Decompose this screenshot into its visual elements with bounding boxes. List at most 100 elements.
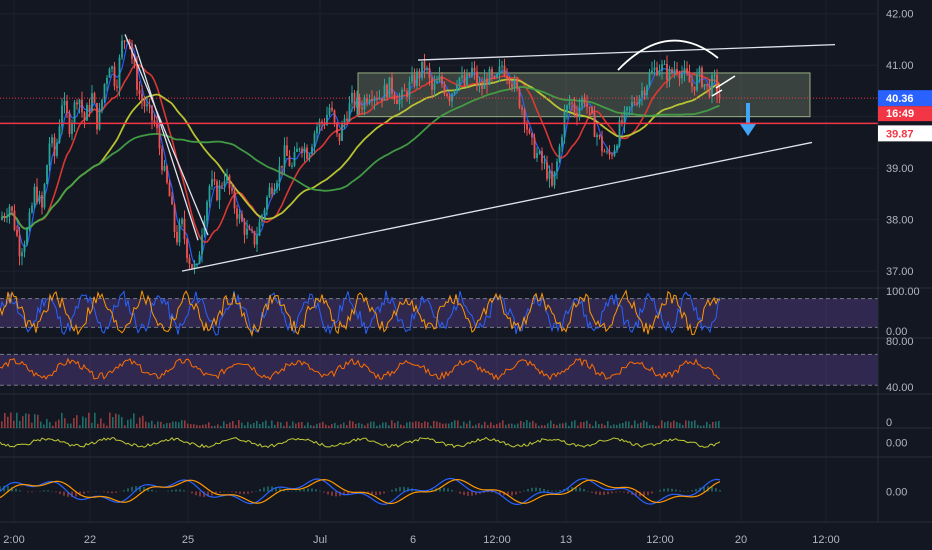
candle-body [366, 97, 368, 103]
candle-body [418, 71, 421, 78]
candle-body [711, 75, 713, 97]
candle-body [618, 120, 621, 146]
candle-body [143, 100, 146, 107]
candle-body [303, 147, 306, 153]
candle-body [71, 123, 73, 134]
volume-bar [364, 425, 366, 428]
candle-body [533, 137, 536, 158]
momentum-line [0, 436, 721, 449]
volume-bar [154, 424, 156, 428]
volume-bar [268, 425, 270, 428]
candle-body [423, 61, 426, 70]
volume-bar [604, 425, 606, 428]
candle-body [348, 103, 351, 121]
volume-bar [385, 422, 387, 428]
candle-body [158, 128, 161, 149]
volume-bar [631, 425, 633, 428]
candle-body [211, 179, 213, 187]
volume-bar [694, 420, 696, 428]
volume-bar [304, 425, 306, 428]
candle-body [318, 121, 321, 128]
volume-bar [235, 424, 237, 428]
candle-body [113, 66, 116, 87]
volume-bar [118, 414, 120, 428]
candle-body [296, 148, 298, 153]
candle-body [356, 97, 358, 108]
volume-bar [121, 417, 123, 428]
time-axis[interactable]: 2:00 22 25 Jul 6 12:00 13 12:00 20 12:00 [0, 521, 932, 546]
volume-bar [139, 417, 141, 428]
candle-body [213, 179, 216, 182]
candle-body [196, 263, 198, 265]
candle-body [138, 89, 141, 94]
candle-body [661, 64, 663, 71]
candle-body [588, 106, 591, 108]
volume-bar [658, 425, 660, 428]
trend-drawings[interactable] [0, 34, 878, 272]
candle-body [63, 100, 66, 106]
volume-bar [22, 416, 24, 428]
candle-body [716, 74, 718, 94]
candle-body [498, 66, 501, 75]
candle-body [363, 97, 366, 110]
candle-body [361, 107, 363, 110]
macd-signal-line [0, 478, 721, 505]
volume-bar [337, 425, 339, 428]
volume-bar [589, 423, 591, 428]
lower-channel-trendline[interactable] [181, 141, 813, 272]
candle-body [531, 133, 533, 138]
price-axis[interactable]: 42.00 41.00 40.00 39.00 38.00 37.00 40.36 16:49… [877, 0, 932, 522]
candle-body [713, 74, 716, 76]
indicator-panels [0, 287, 932, 505]
volume-bar [55, 421, 57, 428]
volume-tick-bottom: 0 [886, 417, 892, 429]
volume-bar [406, 422, 408, 428]
candle-body [373, 97, 376, 101]
wedge-lower-trendline[interactable] [134, 44, 199, 241]
candle-body [703, 84, 706, 88]
countdown-value: 16:49 [886, 108, 914, 120]
candle-body [16, 229, 18, 236]
volume-bar [367, 423, 369, 428]
price-tick-label: 41.00 [886, 60, 914, 72]
volume-bar [619, 423, 621, 428]
last-price-badge [878, 90, 932, 107]
volume-bar [541, 425, 543, 428]
candle-body [421, 61, 423, 78]
volume-bar [64, 418, 66, 428]
upper-channel-trendline[interactable] [417, 43, 836, 61]
rounded-top-arc[interactable] [617, 39, 719, 71]
breakdown-mark-small[interactable] [711, 89, 723, 97]
volume-bar [262, 422, 264, 428]
candle-body [136, 64, 138, 90]
volume-bar [133, 413, 135, 428]
candle-body [96, 103, 98, 130]
candle-body [248, 228, 251, 230]
breakdown-mark[interactable] [715, 75, 736, 89]
volume-bar [592, 425, 594, 428]
volume-bar [307, 422, 309, 428]
candle-body [386, 84, 388, 98]
candle-body [331, 107, 333, 111]
candle-body [656, 67, 658, 75]
candle-body [93, 93, 96, 104]
volume-bar [151, 420, 153, 428]
candle-body [691, 82, 693, 87]
wedge-upper-trendline[interactable] [124, 34, 209, 236]
volume-bar [196, 424, 198, 428]
volume-bar [346, 425, 348, 428]
down-arrow-head[interactable] [740, 124, 756, 136]
candle-body [183, 218, 186, 240]
candle-body [141, 93, 143, 101]
candle-body [118, 57, 121, 88]
volume-bar [370, 421, 372, 428]
candle-body [558, 146, 561, 162]
momentum-panel [0, 436, 721, 449]
volume-bar [457, 420, 459, 428]
volume-bar [352, 421, 354, 428]
candle-body [573, 103, 576, 113]
candle-body [463, 75, 466, 86]
volume-bar [400, 424, 402, 428]
candle-body [226, 175, 228, 181]
